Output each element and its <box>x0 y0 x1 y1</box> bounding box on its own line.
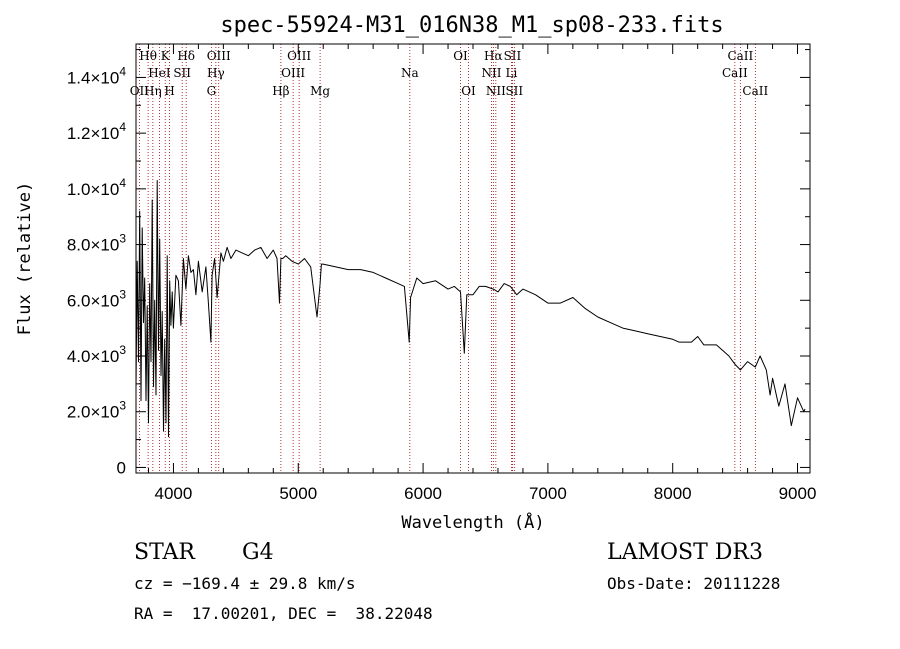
axis-ticks: 4000 5000 6000 7000 8000 900002.0×1034.0×1036… <box>67 44 817 503</box>
y-tick-mantissa: 1.0×10 <box>67 180 119 199</box>
spectral-line-label: Hθ <box>139 49 157 63</box>
spectrum-series <box>135 180 806 438</box>
spectral-line-label: NII <box>486 84 506 98</box>
y-tick-label: 1.0×104 <box>67 176 126 199</box>
x-tick-label: 9000 <box>779 484 817 503</box>
y-tick-mantissa: 0 <box>117 458 126 477</box>
spectral-line-label: K <box>161 49 171 63</box>
spectral-line-label: Hα <box>484 49 503 63</box>
y-tick-mantissa: 6.0×10 <box>67 291 119 310</box>
object-class: STAR <box>134 540 195 565</box>
y-tick-label: 2.0×103 <box>67 399 126 422</box>
y-tick-label: 6.0×103 <box>67 287 126 310</box>
spectral-line-label: Hδ <box>177 49 195 63</box>
y-tick-exponent: 3 <box>119 287 126 301</box>
y-tick-label: 1.2×104 <box>67 120 126 143</box>
spectral-line-label: OI <box>453 49 468 63</box>
spectral-line-label: SII <box>504 49 522 63</box>
y-tick-mantissa: 8.0×10 <box>67 236 119 255</box>
y-tick-label: 1.4×104 <box>67 64 126 87</box>
spectral-line-label: CaII <box>727 49 753 63</box>
spectral-line-label: NII <box>481 66 501 80</box>
y-tick-exponent: 3 <box>119 399 126 413</box>
spectral-line-label: CaII <box>722 66 748 80</box>
y-tick-label: 8.0×103 <box>67 232 126 255</box>
spectral-line-label: OIII <box>207 49 231 63</box>
y-tick-exponent: 4 <box>119 176 126 190</box>
spectral-line-label: Na <box>401 66 419 80</box>
x-tick-label: 7000 <box>529 484 567 503</box>
spectrum-line <box>135 180 806 438</box>
spectral-line-label: HeI <box>148 66 171 80</box>
spectral-line-label: SII <box>505 84 523 98</box>
spectral-line-label: H <box>164 84 174 98</box>
y-tick-label: 4.0×103 <box>67 343 126 366</box>
y-tick-exponent: 4 <box>119 64 126 78</box>
y-tick-exponent: 4 <box>119 120 126 134</box>
spectral-line-label: G <box>207 84 217 98</box>
spectral-line-label: SII <box>173 66 191 80</box>
spectral-line-label: Hβ <box>272 84 289 98</box>
y-tick-mantissa: 4.0×10 <box>67 347 119 366</box>
y-tick-mantissa: 1.4×10 <box>67 68 119 87</box>
y-tick-exponent: 3 <box>119 232 126 246</box>
spectral-line-label: OI <box>461 84 476 98</box>
y-tick-mantissa: 1.2×10 <box>67 124 119 143</box>
x-tick-label: 5000 <box>279 484 317 503</box>
observation-date: Obs-Date: 20111228 <box>607 574 781 593</box>
y-axis-label: Flux (relative) <box>15 182 35 336</box>
spectral-line-label: Hη <box>144 84 162 98</box>
y-tick-label: 0 <box>117 458 126 477</box>
spectral-line-label: OII <box>130 84 150 98</box>
spectral-line-label: OIII <box>287 49 311 63</box>
plot-frame <box>135 43 811 474</box>
y-tick-mantissa: 2.0×10 <box>67 403 119 422</box>
chart-title: spec-55924-M31_016N38_M1_sp08-233.fits <box>220 13 723 38</box>
x-tick-label: 6000 <box>404 484 442 503</box>
spectral-line-label: CaII <box>742 84 768 98</box>
spectral-line-label: Hγ <box>207 66 225 80</box>
spectral-line-label: OIII <box>281 66 305 80</box>
x-tick-label: 8000 <box>654 484 692 503</box>
object-subclass: G4 <box>242 540 274 565</box>
spectral-line-label: Li <box>506 66 518 80</box>
y-tick-exponent: 3 <box>119 343 126 357</box>
x-tick-label: 4000 <box>155 484 193 503</box>
coordinates-readout: RA = 17.00201, DEC = 38.22048 <box>134 604 433 623</box>
velocity-readout: cz = −169.4 ± 29.8 km/s <box>134 574 356 593</box>
x-axis-label: Wavelength (Å) <box>401 511 544 533</box>
spectral-line-markers: Hθ OII HeI Hη K H SII Hδ OIII Hγ G Hβ OIII OIII Mg Na OI… <box>130 44 768 473</box>
spectral-line-label: Mg <box>310 84 330 98</box>
survey-name: LAMOST DR3 <box>607 540 763 565</box>
